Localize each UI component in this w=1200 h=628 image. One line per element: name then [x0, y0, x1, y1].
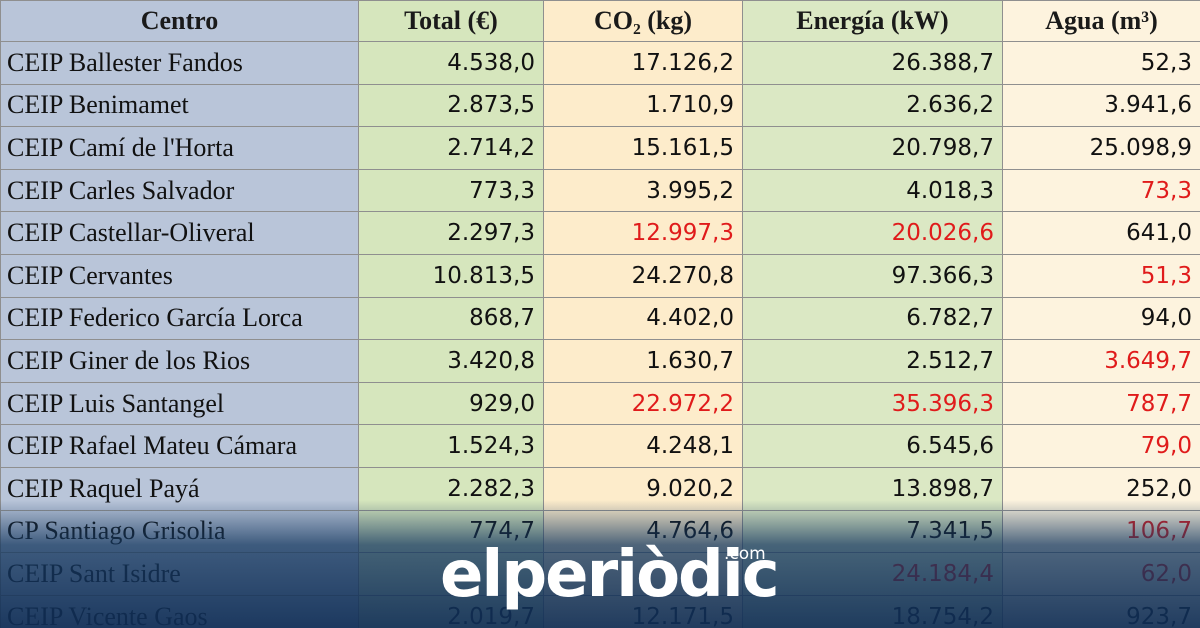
- value-cell: 22.972,2: [543, 381, 743, 426]
- value-cell: 6.545,6: [742, 424, 1003, 468]
- value-cell: 20.798,7: [742, 126, 1003, 170]
- value-cell: 3.420,8: [358, 339, 544, 383]
- value-cell: 1.524,3: [358, 424, 544, 468]
- center-name: CEIP Benimamet: [0, 83, 359, 128]
- value-cell: 12.997,3: [543, 211, 743, 255]
- center-name: CEIP Luis Santangel: [0, 381, 359, 426]
- value-cell: 2.297,3: [358, 211, 544, 255]
- value-cell: 52,3: [1002, 41, 1200, 85]
- header-row: Centro Total (€) CO₂ (kg) Energía (kW) Agua …: [0, 0, 1200, 42]
- value-cell: 1.710,9: [543, 83, 743, 128]
- table-row: CEIP Camí de l'Horta 2.714,2 15.161,5 20.79…: [0, 126, 1200, 170]
- value-cell: 2.636,2: [742, 83, 1003, 128]
- value-cell: 787,7: [1002, 381, 1200, 426]
- center-name: CEIP Ballester Fandos: [0, 41, 359, 85]
- column-header: Energía (kW): [742, 0, 1003, 42]
- value-cell: 35.396,3: [742, 381, 1003, 426]
- center-name: CEIP Cervantes: [0, 253, 359, 298]
- value-cell: 3.995,2: [543, 168, 743, 213]
- value-cell: 3.649,7: [1002, 339, 1200, 383]
- value-cell: 2.512,7: [742, 339, 1003, 383]
- logo-text: elperiòdic: [440, 538, 780, 612]
- value-cell: 15.161,5: [543, 126, 743, 170]
- center-name: CEIP Castellar-Oliveral: [0, 211, 359, 255]
- value-cell: 24.270,8: [543, 253, 743, 298]
- value-cell: 929,0: [358, 381, 544, 426]
- logo-suffix: .com: [724, 544, 766, 564]
- value-cell: 868,7: [358, 296, 544, 341]
- column-header: Total (€): [358, 0, 544, 42]
- column-header: CO₂ (kg): [543, 0, 743, 42]
- value-cell: 6.782,7: [742, 296, 1003, 341]
- value-cell: 4.018,3: [742, 168, 1003, 213]
- value-cell: 94,0: [1002, 296, 1200, 341]
- table-row: CEIP Carles Salvador 773,3 3.995,2 4.018,3 7…: [0, 168, 1200, 213]
- table-row: CEIP Cervantes 10.813,5 24.270,8 97.366,3 51…: [0, 253, 1200, 298]
- value-cell: 79,0: [1002, 424, 1200, 468]
- center-name: CEIP Giner de los Rios: [0, 339, 359, 383]
- value-cell: 26.388,7: [742, 41, 1003, 85]
- value-cell: 51,3: [1002, 253, 1200, 298]
- value-cell: 1.630,7: [543, 339, 743, 383]
- center-name: CEIP Camí de l'Horta: [0, 126, 359, 170]
- table-row: CEIP Luis Santangel 929,0 22.972,2 35.396,3…: [0, 381, 1200, 426]
- value-cell: 73,3: [1002, 168, 1200, 213]
- value-cell: 17.126,2: [543, 41, 743, 85]
- value-cell: 2.873,5: [358, 83, 544, 128]
- value-cell: 4.402,0: [543, 296, 743, 341]
- center-name: CEIP Federico García Lorca: [0, 296, 359, 341]
- value-cell: 773,3: [358, 168, 544, 213]
- table-row: CEIP Ballester Fandos 4.538,0 17.126,2 26.3…: [0, 41, 1200, 85]
- table-row: CEIP Benimamet 2.873,5 1.710,9 2.636,2 3.941…: [0, 83, 1200, 128]
- table-row: CEIP Castellar-Oliveral 2.297,3 12.997,3 20…: [0, 211, 1200, 255]
- value-cell: 641,0: [1002, 211, 1200, 255]
- value-cell: 25.098,9: [1002, 126, 1200, 170]
- value-cell: 2.714,2: [358, 126, 544, 170]
- center-name: CEIP Carles Salvador: [0, 168, 359, 213]
- column-header: Agua (m³): [1002, 0, 1200, 42]
- table-row: CEIP Giner de los Rios 3.420,8 1.630,7 2.51…: [0, 339, 1200, 383]
- value-cell: 10.813,5: [358, 253, 544, 298]
- value-cell: 20.026,6: [742, 211, 1003, 255]
- value-cell: 4.538,0: [358, 41, 544, 85]
- table-row: CEIP Rafael Mateu Cámara 1.524,3 4.248,1 6.…: [0, 424, 1200, 468]
- value-cell: 97.366,3: [742, 253, 1003, 298]
- table-row: CEIP Federico García Lorca 868,7 4.402,0 6.…: [0, 296, 1200, 341]
- column-header: Centro: [0, 0, 359, 42]
- center-name: CEIP Rafael Mateu Cámara: [0, 424, 359, 468]
- overlay-gradient: [0, 500, 1200, 628]
- value-cell: 4.248,1: [543, 424, 743, 468]
- value-cell: 3.941,6: [1002, 83, 1200, 128]
